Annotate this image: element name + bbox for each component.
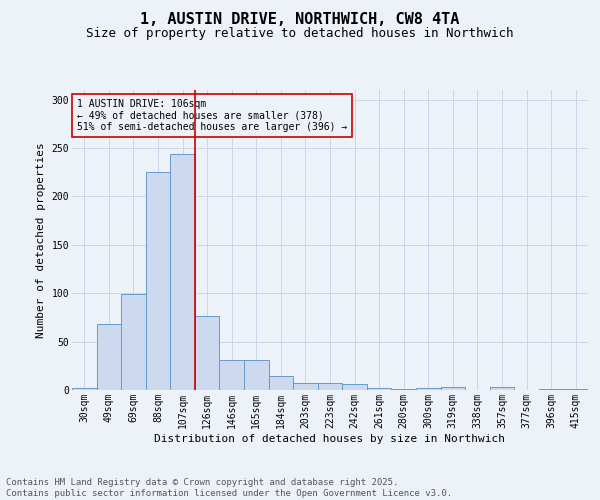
Bar (170, 154, 195, 390)
Bar (146, 172, 170, 390)
Bar (220, 360, 244, 390)
Text: Contains HM Land Registry data © Crown copyright and database right 2025.
Contai: Contains HM Land Registry data © Crown c… (6, 478, 452, 498)
Bar (367, 388, 391, 390)
Bar (72, 388, 97, 390)
X-axis label: Distribution of detached houses by size in Northwich: Distribution of detached houses by size … (155, 434, 505, 444)
Bar (318, 383, 342, 390)
Y-axis label: Number of detached properties: Number of detached properties (36, 142, 46, 338)
Text: 1 AUSTIN DRIVE: 106sqm
← 49% of detached houses are smaller (378)
51% of semi-de: 1 AUSTIN DRIVE: 106sqm ← 49% of detached… (77, 99, 347, 132)
Bar (391, 389, 416, 390)
Bar (539, 389, 563, 390)
Bar (97, 324, 121, 390)
Bar (121, 294, 146, 390)
Bar (490, 387, 514, 390)
Bar (244, 360, 269, 390)
Bar (342, 384, 367, 390)
Bar (195, 316, 220, 390)
Bar (416, 388, 440, 390)
Bar (293, 383, 318, 390)
Text: Size of property relative to detached houses in Northwich: Size of property relative to detached ho… (86, 28, 514, 40)
Bar (440, 387, 465, 390)
Bar (269, 376, 293, 390)
Text: 1, AUSTIN DRIVE, NORTHWICH, CW8 4TA: 1, AUSTIN DRIVE, NORTHWICH, CW8 4TA (140, 12, 460, 28)
Bar (563, 389, 588, 390)
